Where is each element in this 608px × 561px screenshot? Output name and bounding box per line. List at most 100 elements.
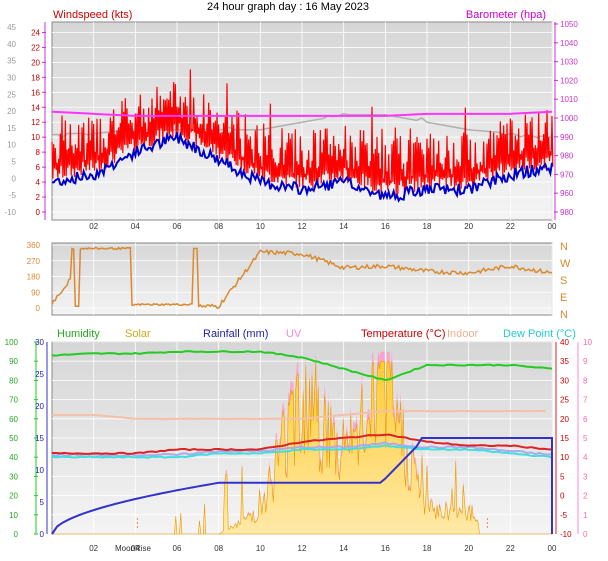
windspeed-outer-tick: -10 (4, 208, 16, 217)
temperature-ticks: 40 35 30 25 20 15 10 5 0 -5 -10 (560, 338, 572, 539)
rainfall-tick: 0 (40, 530, 45, 539)
temperature-tick: 40 (560, 338, 569, 347)
rainfall-tick: 30 (35, 338, 44, 347)
legend-humidity: Humidity (57, 328, 100, 340)
temperature-tick: -10 (560, 530, 572, 539)
windspeed-inner-tick: 24 (31, 28, 40, 37)
wind-x-tick-label: 18 (423, 222, 432, 231)
humidity-tick: 20 (9, 492, 18, 501)
windspeed-outer-tick: 30 (7, 73, 16, 82)
humidity-tick: 80 (9, 376, 18, 385)
wind-x-tick-label: 12 (298, 222, 307, 231)
humidity-tick: 90 (9, 357, 18, 366)
wind-panel: Windspeed (kts) Barometer (hpa) 45403530… (4, 9, 578, 231)
temperature-tick: 5 (560, 472, 565, 481)
temperature-lilac-series (51, 441, 553, 457)
legend-solar: Solar (125, 328, 151, 340)
rainfall-tick: 25 (35, 370, 44, 379)
barometer-tick: 970 (560, 170, 574, 179)
direction-grid (52, 243, 553, 315)
environment-x-tick-label: 10 (256, 544, 265, 553)
wind-x-tick-label: 08 (214, 222, 223, 231)
windspeed-outer-tick: 25 (7, 90, 16, 99)
rainfall-ticks: 30 25 20 15 10 5 0 (35, 338, 44, 539)
direction-degree-tick: 180 (27, 273, 41, 282)
windspeed-label: Windspeed (kts) (53, 9, 132, 21)
barometer-tick: 960 (560, 189, 574, 198)
direction-compass-tick: W (560, 258, 571, 270)
windspeed-outer-ticks: 45 40 35 30 25 20 15 10 5 0 -5 -10 (4, 23, 16, 217)
windspeed-inner-tick: 20 (31, 58, 40, 67)
windspeed-inner-tick: 12 (31, 118, 40, 127)
uv-tick: 2 (583, 492, 588, 501)
humidity-tick: 40 (9, 453, 18, 462)
humidity-tick: 10 (9, 511, 18, 520)
windspeed-outer-tick: 35 (7, 57, 16, 66)
windspeed-outer-tick: 20 (7, 107, 16, 116)
rainfall-tick: 15 (35, 434, 44, 443)
uv-tick: 0 (583, 530, 588, 539)
temperature-tick: 30 (560, 376, 569, 385)
environment-x-tick-label: 06 (173, 544, 182, 553)
environment-x-tick-label: 16 (381, 544, 390, 553)
direction-degree-tick: 360 (27, 241, 41, 250)
direction-series (51, 246, 553, 309)
average-wind-series (51, 131, 553, 203)
uv-tick: 7 (583, 396, 588, 405)
windspeed-outer-tick: 5 (12, 158, 17, 167)
indoor-series (51, 409, 546, 420)
temperature-tick: -5 (560, 511, 568, 520)
windspeed-inner-tick: 16 (31, 88, 40, 97)
windspeed-inner-tick: 4 (36, 178, 41, 187)
rainfall-tick: 5 (40, 498, 45, 507)
windspeed-inner-tick: 18 (31, 73, 40, 82)
barometer-tick: 1000 (560, 114, 578, 123)
windspeed-inner-tick: 8 (36, 148, 41, 157)
windspeed-inner-tick: 0 (36, 208, 41, 217)
wind-x-tick-label: 02 (89, 222, 98, 231)
humidity-tick: 100 (5, 338, 19, 347)
windspeed-inner-tick: 14 (31, 103, 40, 112)
barometer-label: Barometer (hpa) (466, 9, 546, 21)
environment-x-tick-label: 12 (298, 544, 307, 553)
environment-x-tick-label: 02 (89, 544, 98, 553)
barometer-tick: 980 (560, 152, 574, 161)
environment-x-tick-label: 04 (131, 544, 140, 553)
windspeed-inner-tick: 2 (36, 193, 41, 202)
windspeed-outer-tick: 40 (7, 40, 16, 49)
barometer-tick: 1030 (560, 58, 578, 67)
uv-tick: 5 (583, 434, 588, 443)
environment-x-tick-label: 18 (423, 544, 432, 553)
direction-degree-ticks: 360 270 180 90 0 (27, 241, 41, 313)
direction-degree-tick: 90 (31, 288, 40, 297)
direction-degree-tick: 0 (36, 304, 41, 313)
barometer-ticks: 1050 1040 1030 1020 1010 1000 990 980 970 960 980 (554, 20, 578, 217)
legend-temperature: Temperature (°C) (361, 328, 445, 340)
windspeed-inner-tick: 10 (31, 133, 40, 142)
temperature-series (51, 433, 553, 455)
gust-series (51, 69, 554, 196)
environment-x-tick-label: 14 (339, 544, 348, 553)
humidity-tick: 30 (9, 472, 18, 481)
wind-x-tick-label: 00 (548, 222, 557, 231)
barometer-tick: 1040 (560, 39, 578, 48)
wind-x-tick-label: 04 (131, 222, 140, 231)
wind-x-tick-label: 14 (339, 222, 348, 231)
legend-indoor: Indoor (447, 328, 479, 340)
environment-x-tick-label: 22 (506, 544, 515, 553)
direction-compass-tick: E (560, 292, 567, 304)
graph-title: 24 hour graph day : 16 May 2023 (207, 1, 369, 13)
barometer-series (51, 110, 553, 117)
wind-x-tick-label: 16 (381, 222, 390, 231)
dewpoint-series (51, 444, 553, 459)
humidity-tick: 50 (9, 434, 18, 443)
uv-tick: 8 (583, 376, 588, 385)
barometer-tick: 990 (560, 133, 574, 142)
temperature-tick: 0 (560, 492, 565, 501)
environment-panel: Humidity Solar Rainfall (mm) UV Temperat… (5, 328, 593, 553)
